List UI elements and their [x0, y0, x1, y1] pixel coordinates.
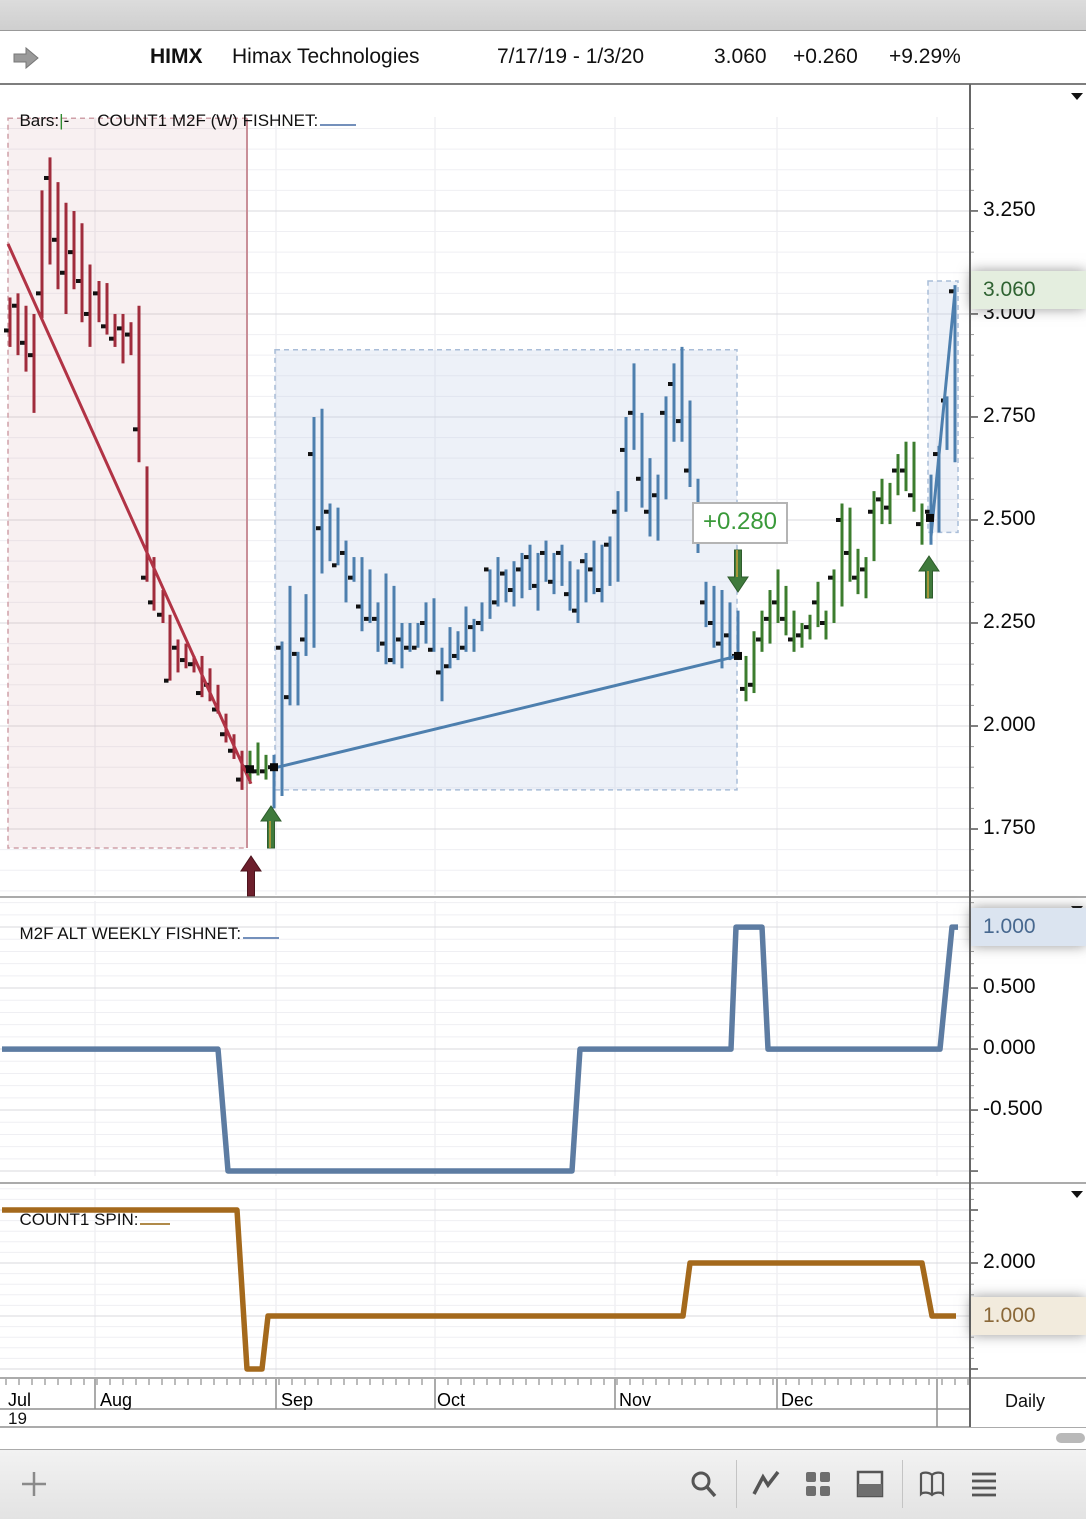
horizontal-gridlines	[0, 902, 978, 1172]
trendline-icon	[752, 1470, 780, 1495]
search-icon	[691, 1471, 717, 1498]
m2f-axis-label: -0.500	[983, 1097, 1043, 1121]
edit-cursor: |	[59, 111, 64, 130]
periodicity-label[interactable]: Daily	[1005, 1391, 1046, 1411]
m2f-axis-label: 0.500	[983, 975, 1036, 999]
study-underline[interactable]	[320, 110, 357, 126]
bottom-toolbar	[0, 1449, 1086, 1519]
m2f-panel-title[interactable]: M2F ALT WEEKLY FISHNET:	[10, 903, 280, 944]
price-axis-label: 2.250	[983, 609, 1036, 633]
horizontal-gridlines	[0, 128, 978, 892]
buy-signal-up-arrow	[240, 855, 262, 897]
split-view-button[interactable]	[850, 1464, 890, 1504]
company-name-label: Himax Technologies	[232, 45, 420, 68]
spin-value-badge: 1.000	[971, 1297, 1086, 1335]
month-label-sep: Sep	[281, 1390, 314, 1410]
symbol-label[interactable]: HIMX	[150, 45, 203, 68]
back-forward-arrow-icon[interactable]	[12, 46, 40, 70]
bookmarks-icon	[919, 1471, 945, 1497]
month-label-dec: Dec	[781, 1390, 814, 1410]
axis-menu-triangle-icon[interactable]	[1071, 93, 1083, 100]
price-axis-label: 3.250	[983, 197, 1036, 221]
toolbar-separator	[736, 1460, 737, 1508]
change-pct-label: +9.29%	[889, 45, 961, 68]
spin-line	[2, 1207, 956, 1372]
m2f-value-badge: 1.000	[971, 908, 1086, 946]
bars-dash: -	[63, 111, 70, 130]
buy-signal-up-arrow	[260, 805, 282, 849]
price-axis-label: 2.000	[983, 713, 1036, 736]
sell-signal-down-arrow	[727, 549, 749, 593]
year-label: 19	[8, 1409, 27, 1428]
spin-axis-label: 2.000	[983, 1250, 1036, 1273]
split-view-icon	[856, 1470, 884, 1498]
horizontal-scrollbar-thumb[interactable]	[1056, 1433, 1085, 1443]
pivot-dots	[246, 513, 934, 774]
trendline-button[interactable]	[746, 1464, 786, 1504]
m2f-study-label: M2F ALT WEEKLY FISHNET:	[19, 924, 242, 943]
top-status-strip	[0, 0, 1086, 31]
axis-menu-triangle-icon[interactable]	[1071, 1191, 1083, 1198]
spin-study-label: COUNT1 SPIN:	[19, 1210, 139, 1229]
month-label-aug: Aug	[100, 1390, 133, 1410]
last-price-badge: 3.060	[971, 271, 1086, 309]
m2f-axis-label: 0.000	[983, 1036, 1036, 1060]
change-label: +0.260	[793, 45, 858, 68]
m2f-underline[interactable]	[243, 923, 280, 939]
spin-underline[interactable]	[140, 1209, 171, 1225]
menu-icon	[972, 1472, 996, 1497]
layout-grid-button[interactable]	[798, 1464, 838, 1504]
m2f-fishnet-line	[2, 924, 958, 1174]
header-bar: HIMX Himax Technologies 7/17/19 - 1/3/20…	[0, 31, 1086, 85]
add-button[interactable]	[14, 1464, 54, 1504]
price-axis-label: 2.500	[983, 506, 1036, 530]
series-advance-bars	[740, 441, 924, 702]
menu-button[interactable]	[964, 1464, 1004, 1504]
layout-grid-icon	[806, 1472, 830, 1496]
bars-label: Bars:	[19, 111, 60, 130]
price-axis-label: 1.750	[983, 816, 1036, 839]
gain-callout: +0.280	[692, 502, 788, 544]
search-button[interactable]	[684, 1464, 724, 1504]
toolbar-separator	[902, 1460, 903, 1508]
month-label-nov: Nov	[619, 1390, 652, 1410]
month-label-oct: Oct	[437, 1390, 466, 1410]
periodicity-box[interactable]: Daily	[971, 1379, 1086, 1427]
month-label-jul: Jul	[8, 1390, 32, 1410]
spin-panel-title[interactable]: COUNT1 SPIN:	[10, 1189, 171, 1230]
buy-signal-up-arrow	[918, 555, 940, 599]
series-uptrend-bars	[268, 346, 740, 809]
signal-arrows	[240, 549, 940, 897]
last-price-label: 3.060	[714, 45, 767, 68]
date-range-label[interactable]: 7/17/19 - 1/3/20	[497, 45, 645, 68]
series-downtrend-bars	[4, 157, 244, 790]
bookmarks-button[interactable]	[912, 1464, 952, 1504]
price-panel-title[interactable]: Bars:|- COUNT1 M2F (W) FISHNET:	[10, 90, 357, 131]
trendlines[interactable]	[6, 243, 957, 785]
downtrend-region	[7, 117, 248, 849]
study-label: COUNT1 M2F (W) FISHNET:	[97, 111, 319, 130]
time-axis	[5, 1379, 969, 1427]
price-axis-label: 2.750	[983, 403, 1036, 427]
panel-borders	[0, 83, 1086, 1428]
pattern-regions	[7, 117, 959, 849]
add-icon	[22, 1472, 46, 1496]
